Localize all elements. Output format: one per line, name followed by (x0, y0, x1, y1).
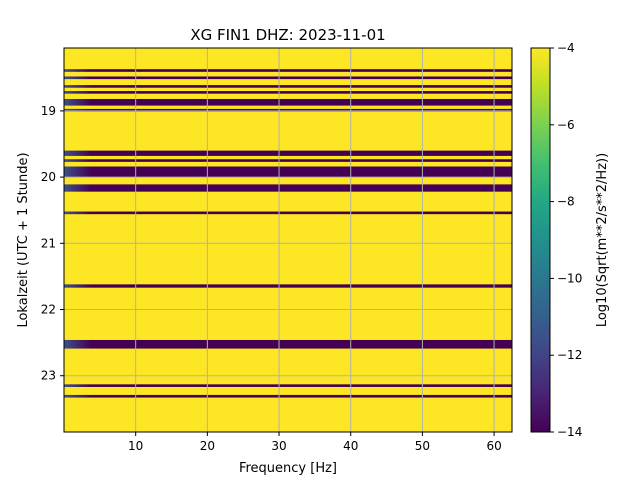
y-tick-label: 21 (41, 236, 56, 250)
low-power-band (64, 339, 512, 349)
low-power-band (64, 150, 512, 156)
low-power-band (64, 184, 512, 192)
low-power-band (64, 211, 512, 215)
x-tick-label: 40 (343, 439, 358, 453)
low-power-band (64, 166, 512, 178)
x-tick-label: 20 (200, 439, 215, 453)
low-power-band (64, 69, 512, 72)
low-power-band (64, 85, 512, 88)
colorbar-tick-label: −10 (557, 271, 582, 285)
colorbar-tick-label: −8 (557, 195, 575, 209)
low-power-band (64, 384, 512, 387)
colorbar-tick-label: −12 (557, 348, 582, 362)
heatmap-background (64, 48, 512, 432)
x-tick-label: 50 (415, 439, 430, 453)
x-tick-label: 60 (486, 439, 501, 453)
low-power-band (64, 108, 512, 112)
x-tick-label: 30 (271, 439, 286, 453)
low-power-band (64, 76, 512, 80)
colorbar-tick-label: −14 (557, 425, 582, 439)
colorbar-label: Log10(Sqrt(m**2/s**2/Hz)) (595, 153, 610, 327)
low-power-band (64, 394, 512, 398)
x-tick-label: 10 (128, 439, 143, 453)
y-tick-label: 23 (41, 369, 56, 383)
y-tick-label: 20 (41, 170, 56, 184)
plot-frame (63, 47, 513, 433)
colorbar-tick-label: −4 (557, 41, 575, 55)
chart-title: XG FIN1 DHZ: 2023-11-01 (190, 26, 385, 44)
y-tick-label: 19 (41, 104, 56, 118)
x-axis-label: Frequency [Hz] (239, 461, 337, 476)
low-power-band (64, 159, 512, 162)
colorbar (530, 47, 551, 433)
y-axis-label: Lokalzeit (UTC + 1 Stunde) (16, 152, 31, 327)
colorbar-tick-label: −6 (557, 118, 575, 132)
plot-area (64, 48, 512, 432)
low-power-band (64, 91, 512, 94)
y-tick-label: 22 (41, 303, 56, 317)
low-power-band (64, 284, 512, 288)
low-power-band (64, 98, 512, 106)
